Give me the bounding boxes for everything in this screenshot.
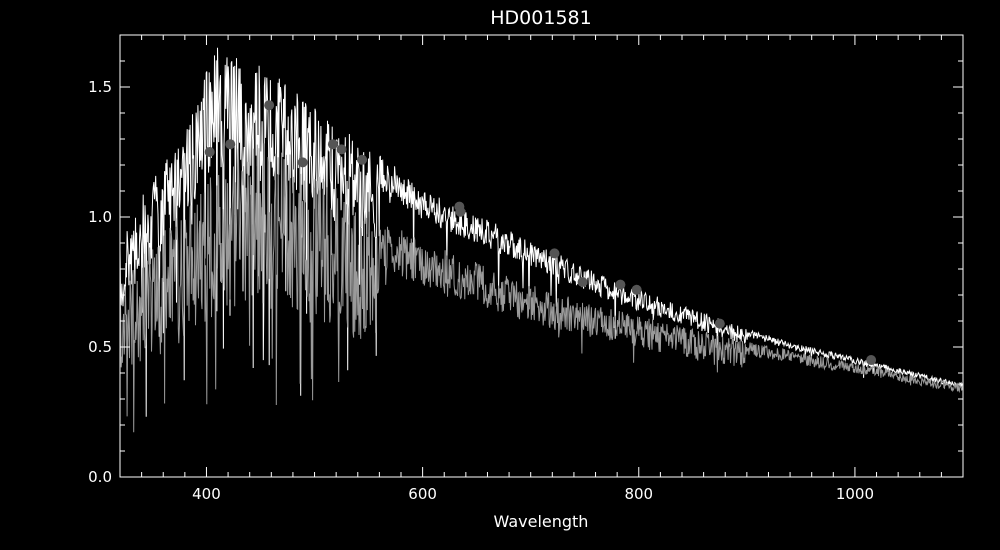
photometry-point bbox=[615, 279, 626, 290]
x-tick-label: 1000 bbox=[836, 485, 874, 503]
photometry-point bbox=[327, 139, 338, 150]
y-tick-label: 0.0 bbox=[88, 468, 112, 486]
photometry-point bbox=[336, 144, 347, 155]
lower-spectrum-line bbox=[120, 143, 963, 433]
photometry-point bbox=[357, 154, 368, 165]
upper-spectrum-line bbox=[120, 47, 963, 417]
photometry-point bbox=[264, 100, 275, 111]
plot-frame bbox=[119, 34, 964, 478]
photometry-point bbox=[631, 284, 642, 295]
y-tick-label: 0.5 bbox=[88, 338, 112, 356]
y-tick-label: 1.0 bbox=[88, 208, 112, 226]
photometry-point bbox=[577, 277, 588, 287]
x-axis-label: Wavelength bbox=[494, 512, 589, 531]
x-tick-label: 800 bbox=[624, 485, 653, 503]
x-tick-label: 400 bbox=[192, 485, 221, 503]
photometry-point bbox=[204, 147, 215, 157]
plot-area bbox=[120, 47, 963, 433]
axes: 400 600 800 1000 0.0 0.5 1.0 1.5 bbox=[88, 34, 964, 503]
photometry-point bbox=[225, 139, 236, 150]
photometry-point bbox=[455, 206, 466, 217]
photometry-point bbox=[714, 318, 725, 329]
photometry-point bbox=[549, 248, 560, 259]
photometry-point bbox=[866, 355, 877, 365]
chart-title: HD001581 bbox=[490, 7, 591, 29]
y-tick-label: 1.5 bbox=[88, 78, 112, 96]
photometry-point bbox=[297, 157, 308, 168]
x-tick-label: 600 bbox=[408, 485, 437, 503]
